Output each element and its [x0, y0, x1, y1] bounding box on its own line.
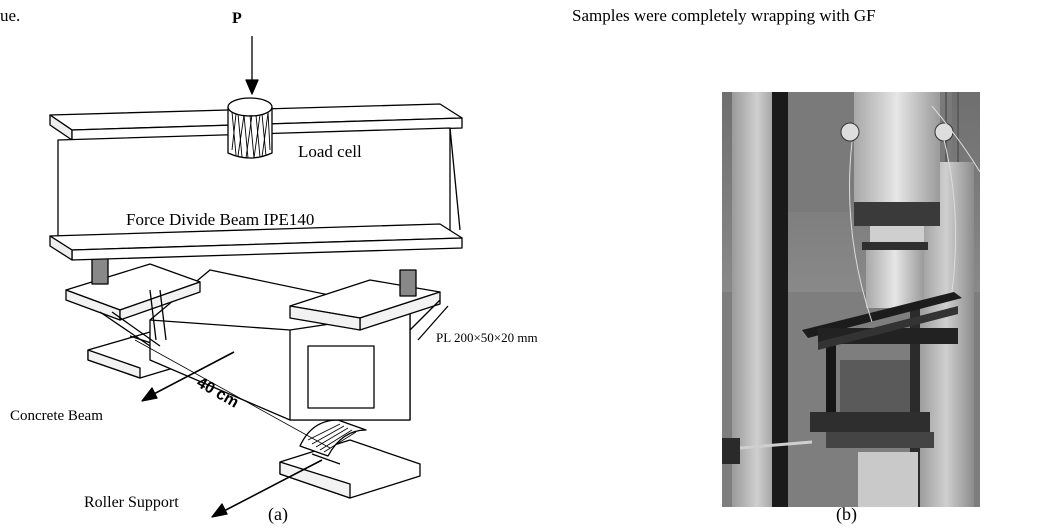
test-setup-photo [722, 92, 980, 507]
roller-arrowhead [211, 503, 228, 518]
caption-a: (a) [268, 504, 288, 524]
right-stud [399, 269, 417, 297]
caption-b: (b) [836, 504, 857, 524]
load-label: P [232, 10, 242, 27]
concrete-beam-label: Concrete Beam [10, 408, 103, 424]
left-stud [91, 257, 109, 285]
concrete-beam-arrowhead [141, 387, 158, 402]
force-beam-label: Force Divide Beam IPE140 [126, 210, 315, 229]
load-cell-photo [866, 248, 924, 308]
span-dimension-line [134, 339, 331, 449]
plate-label: PL 200×50×20 mm [436, 330, 538, 345]
header-right-text: Samples were completely wrapping with GF [572, 6, 876, 25]
steel-beam-top [802, 292, 962, 338]
roller-support-label: Roller Support [84, 494, 179, 511]
concrete-specimen [858, 452, 918, 507]
hydraulic-jack [854, 92, 940, 202]
test-setup-diagram: 40 cm [49, 36, 463, 518]
header-left-text: ue. [0, 6, 21, 25]
load-arrowhead [245, 79, 259, 95]
load-cell-label: Load cell [298, 142, 362, 161]
